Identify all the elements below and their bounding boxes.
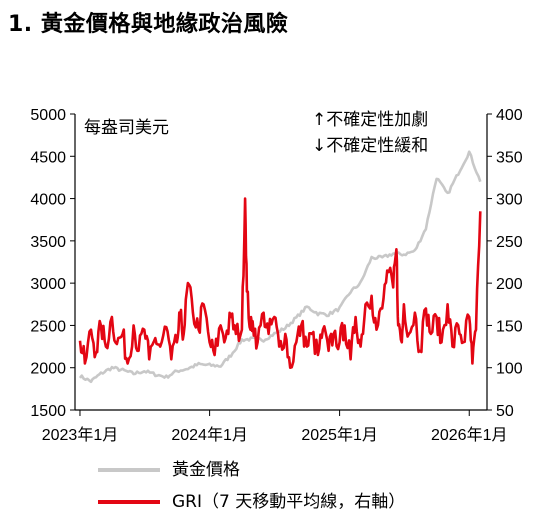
left-axis-unit-label: 每盎司美元 <box>84 118 169 138</box>
right-tick-label: 50 <box>496 403 514 420</box>
gold-price-line <box>78 150 482 384</box>
axes <box>70 113 492 416</box>
legend-item-gri: GRI（7 天移動平均線，右軸） <box>98 487 405 512</box>
tick-labels: 5000 4500 4000 3500 3000 2500 2000 1500 400 350 30… <box>30 107 522 444</box>
legend-swatch-gold <box>98 468 160 472</box>
x-tick-label: 2024年1月 <box>171 426 248 444</box>
gri-line <box>78 197 482 369</box>
gri-series <box>78 197 482 369</box>
right-tick-label: 250 <box>496 234 523 251</box>
chart-title: 1. 黃金價格與地緣政治風險 <box>8 12 289 37</box>
legend-swatch-gri <box>98 500 160 504</box>
right-tick-label: 150 <box>496 318 523 335</box>
left-tick-label: 1500 <box>30 403 66 420</box>
gold-price-series <box>78 150 482 384</box>
right-tick-label: 400 <box>496 107 523 124</box>
right-tick-label: 100 <box>496 361 523 378</box>
legend-item-gold: 黃金價格 <box>98 455 240 480</box>
legend-label-gri: GRI（7 天移動平均線，右軸） <box>172 492 406 512</box>
left-tick-label: 3500 <box>30 234 66 251</box>
x-tick-label: 2025年1月 <box>301 426 378 444</box>
right-tick-label: 350 <box>496 149 523 166</box>
left-tick-label: 2500 <box>30 318 66 335</box>
x-tick-label: 2023年1月 <box>42 426 119 444</box>
left-tick-label: 3000 <box>30 276 66 293</box>
left-tick-label: 2000 <box>30 361 66 378</box>
left-tick-label: 5000 <box>30 107 66 124</box>
annotation-uncertainty-down: ↓不確定性緩和 <box>312 136 428 156</box>
left-tick-label: 4000 <box>30 192 66 209</box>
left-tick-label: 4500 <box>30 149 66 166</box>
right-tick-label: 300 <box>496 192 523 209</box>
right-tick-label: 200 <box>496 276 523 293</box>
x-tick-label: 2026年1月 <box>431 426 508 444</box>
legend-label-gold: 黃金價格 <box>172 460 240 480</box>
annotation-uncertainty-up: ↑不確定性加劇 <box>312 110 428 130</box>
